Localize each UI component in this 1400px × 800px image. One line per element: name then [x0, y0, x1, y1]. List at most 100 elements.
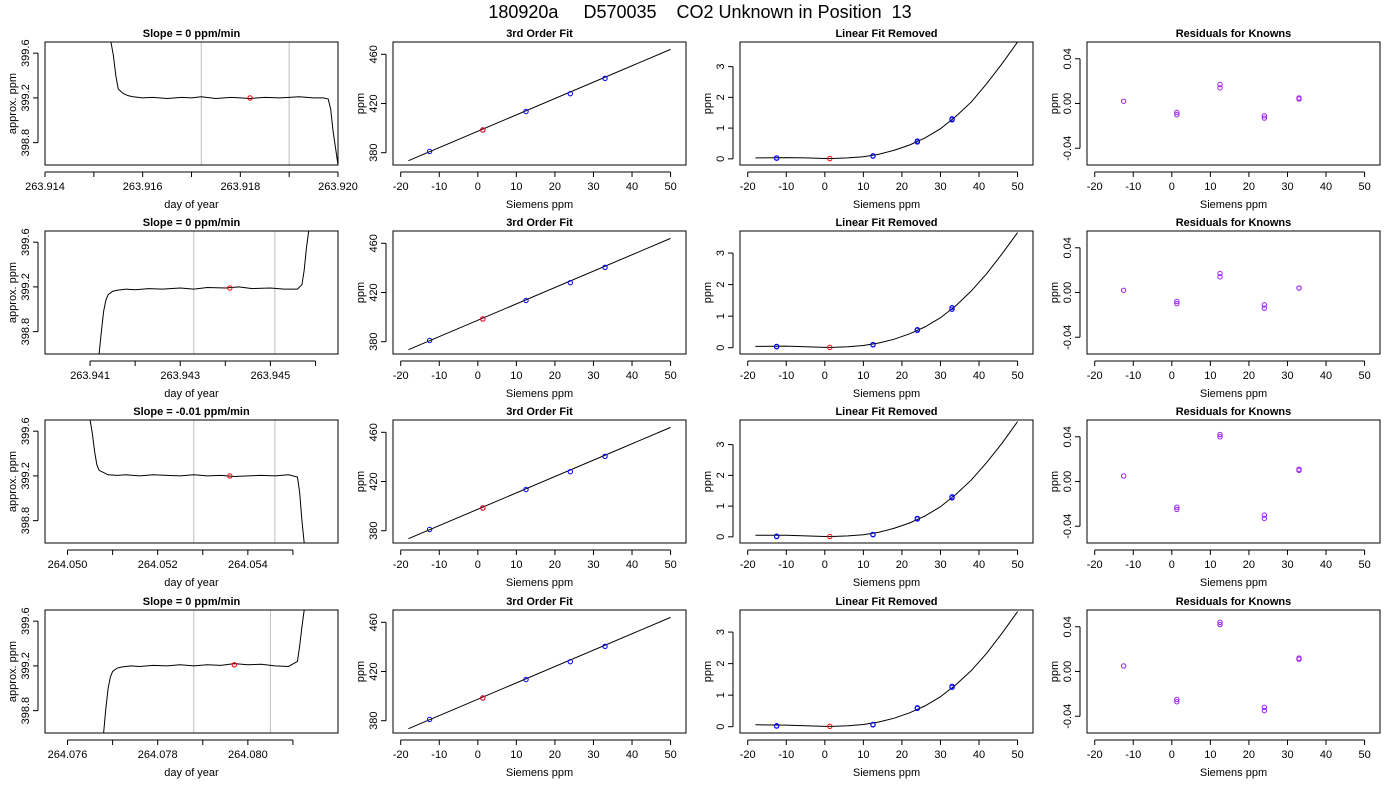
panel-r1-fit: -20 -10 0 10 20 30 40 50 380 420 460 3rd Order Fit S…	[355, 28, 687, 211]
known-point	[523, 108, 529, 115]
y-axis-label: approx. ppm	[7, 73, 19, 134]
y-tick-label: 420	[368, 662, 380, 680]
x-tick-label: -20	[393, 559, 409, 571]
known-point	[773, 533, 780, 540]
known-point	[949, 306, 955, 312]
x-tick-label: 264.076	[48, 749, 88, 761]
x-tick-label: 30	[934, 559, 946, 571]
x-tick-label: 20	[549, 181, 561, 193]
figure-title: 180920a D570035 CO2 Unknown in Position …	[488, 2, 912, 22]
x-axis-label: day of year	[164, 199, 219, 211]
known-point	[914, 705, 921, 712]
y-tick-label: 2	[715, 94, 727, 100]
x-tick-label: -20	[1087, 370, 1103, 382]
x-tick-label: 30	[934, 370, 946, 382]
x-tick-label: 40	[1320, 559, 1332, 571]
known-point	[914, 327, 921, 334]
time-series-line	[110, 42, 338, 165]
x-tick-label: -20	[1087, 181, 1103, 193]
selected-point	[247, 95, 253, 101]
x-tick-label: 0	[822, 559, 828, 571]
panel-r2-residuals: -20 -10 0 10 20 30 40 50 -0.04 0.00 0.04 Residuals …	[1049, 217, 1381, 400]
panel-title: Residuals for Knowns	[1176, 28, 1292, 40]
x-axis-label: day of year	[164, 767, 219, 779]
x-tick-label: 50	[664, 181, 676, 193]
residual-point	[1261, 515, 1268, 522]
x-tick-label: 264.080	[228, 749, 268, 761]
residual-point	[1296, 95, 1302, 101]
plot-area	[408, 237, 671, 351]
x-tick-label: 0	[1169, 559, 1175, 571]
y-tick-label: 2	[715, 661, 727, 667]
y-tick-label: 0	[715, 724, 727, 730]
y-tick-label: 399.6	[20, 607, 32, 635]
panel-r1-time-series: 263.914 263.916 263.918 263.920 398.8 399.2 39…	[7, 28, 358, 211]
residual-point	[1120, 98, 1127, 104]
residual-point	[1296, 655, 1302, 661]
selected-point	[227, 473, 233, 479]
x-axis-label: Siemens ppm	[1200, 388, 1267, 400]
x-tick-label: 40	[1320, 370, 1332, 382]
x-tick-label: 20	[1243, 181, 1255, 193]
x-tick-label: 264.052	[138, 559, 178, 571]
fit-line	[408, 426, 671, 540]
plot-area	[755, 42, 1018, 162]
y-tick-label: 0	[715, 156, 727, 162]
y-tick-label: 380	[368, 522, 380, 540]
plot-frame	[392, 230, 687, 355]
known-point	[870, 531, 876, 538]
x-tick-label: 10	[1204, 559, 1216, 571]
y-tick-label: 398.8	[20, 318, 32, 346]
residual-point	[1174, 300, 1180, 307]
y-tick-label: 460	[368, 45, 380, 63]
x-tick-label: 40	[973, 559, 985, 571]
x-tick-label: 10	[1204, 370, 1216, 382]
y-tick-label: 460	[368, 234, 380, 252]
x-tick-label: 50	[1358, 559, 1370, 571]
plot-area	[408, 426, 671, 540]
residual-point	[1261, 707, 1268, 714]
plot-area	[755, 232, 1018, 351]
panel-r4-time-series: 264.076 264.078 264.080 398.8 399.2 399.6 Slop…	[7, 596, 339, 779]
x-tick-label: 20	[1243, 559, 1255, 571]
known-point	[914, 516, 921, 522]
known-point	[567, 468, 574, 475]
y-tick-label: 398.8	[20, 507, 32, 535]
panel-title: 3rd Order Fit	[506, 217, 573, 229]
panel-r3-linear-removed: -20 -10 0 10 20 30 40 50 0 1 2 3 Linear Fit Removed S…	[702, 406, 1034, 589]
x-tick-label: 40	[1320, 749, 1332, 761]
fit-line	[408, 616, 671, 730]
x-axis-label: Siemens ppm	[506, 199, 573, 211]
x-tick-label: 20	[896, 749, 908, 761]
x-tick-label: -20	[740, 749, 756, 761]
plot-frame	[44, 419, 339, 544]
x-tick-label: -20	[740, 559, 756, 571]
x-tick-label: 30	[587, 559, 599, 571]
unknown-point	[480, 127, 486, 133]
y-axis-label: approx. ppm	[7, 641, 19, 702]
y-axis-label: ppm	[355, 93, 367, 114]
x-tick-label: 40	[973, 370, 985, 382]
y-axis-label: ppm	[1049, 282, 1061, 303]
unknown-point	[827, 723, 833, 730]
x-axis-label: day of year	[164, 388, 219, 400]
residual-point	[1120, 663, 1127, 669]
y-tick-label: 0.04	[1062, 48, 1074, 69]
x-tick-label: 40	[973, 181, 985, 193]
residual-point	[1217, 274, 1223, 280]
residual-point	[1120, 473, 1127, 479]
plot-area	[1120, 619, 1302, 714]
residual-point	[1261, 512, 1268, 518]
y-tick-label: 0.04	[1062, 237, 1074, 258]
panel-r2-time-series: 263.941 263.943 263.945 398.8 399.2 399.6 Slop…	[7, 217, 339, 400]
residual-point	[1174, 504, 1180, 510]
known-point	[602, 75, 608, 81]
y-axis-label: ppm	[355, 471, 367, 492]
x-tick-label: -10	[1125, 181, 1141, 193]
x-tick-label: 50	[1011, 749, 1023, 761]
residual-point	[1174, 109, 1180, 116]
x-tick-label: 263.916	[123, 181, 163, 193]
plot-frame	[1086, 230, 1381, 355]
fit-curve	[755, 42, 1018, 160]
